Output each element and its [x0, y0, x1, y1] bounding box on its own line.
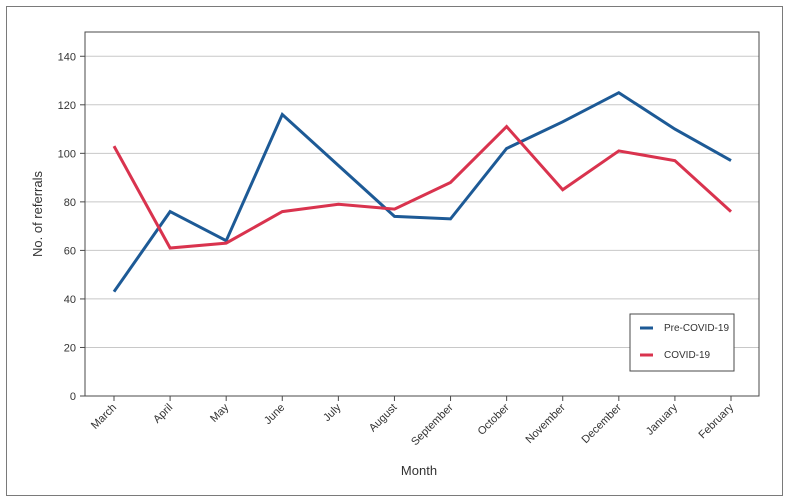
x-tick-label: June [262, 402, 287, 427]
x-tick-label: March [89, 402, 119, 432]
y-tick-label: 40 [64, 294, 76, 306]
plot-area [84, 31, 760, 397]
legend-label-pre-covid: Pre-COVID-19 [664, 323, 729, 334]
x-tick-label: April [151, 402, 175, 426]
x-tick-label: August [367, 402, 400, 435]
x-axis-title: Month [401, 463, 437, 478]
series-lines [112, 90, 733, 293]
legend-label-covid: COVID-19 [664, 350, 711, 361]
x-tick-label: July [321, 401, 344, 424]
y-tick-label: 140 [58, 51, 76, 63]
gridlines [85, 55, 759, 348]
chart-frame [6, 6, 783, 496]
series-line-covid [112, 124, 733, 250]
y-tick-label: 0 [70, 391, 76, 403]
x-tick-label: November [523, 401, 568, 446]
y-axis-ticks: 0 20 40 60 80 100 120 140 [58, 51, 85, 403]
x-tick-label: September [409, 401, 456, 448]
series-line-pre-covid [112, 90, 732, 293]
y-tick-label: 80 [64, 197, 76, 209]
legend: Pre-COVID-19 COVID-19 [629, 313, 735, 372]
x-tick-label: February [697, 401, 737, 441]
x-axis-ticks: March April May June July August September Octo… [89, 396, 736, 448]
x-tick-label: December [580, 401, 625, 446]
y-tick-label: 100 [58, 148, 76, 160]
y-tick-label: 120 [58, 100, 76, 112]
y-tick-label: 60 [64, 245, 76, 257]
y-tick-label: 20 [64, 342, 76, 354]
x-tick-label: October [476, 401, 512, 437]
x-tick-label: May [208, 401, 232, 425]
legend-box [629, 313, 735, 372]
y-axis-title: No. of referrals [30, 171, 45, 257]
x-tick-label: January [644, 401, 681, 438]
